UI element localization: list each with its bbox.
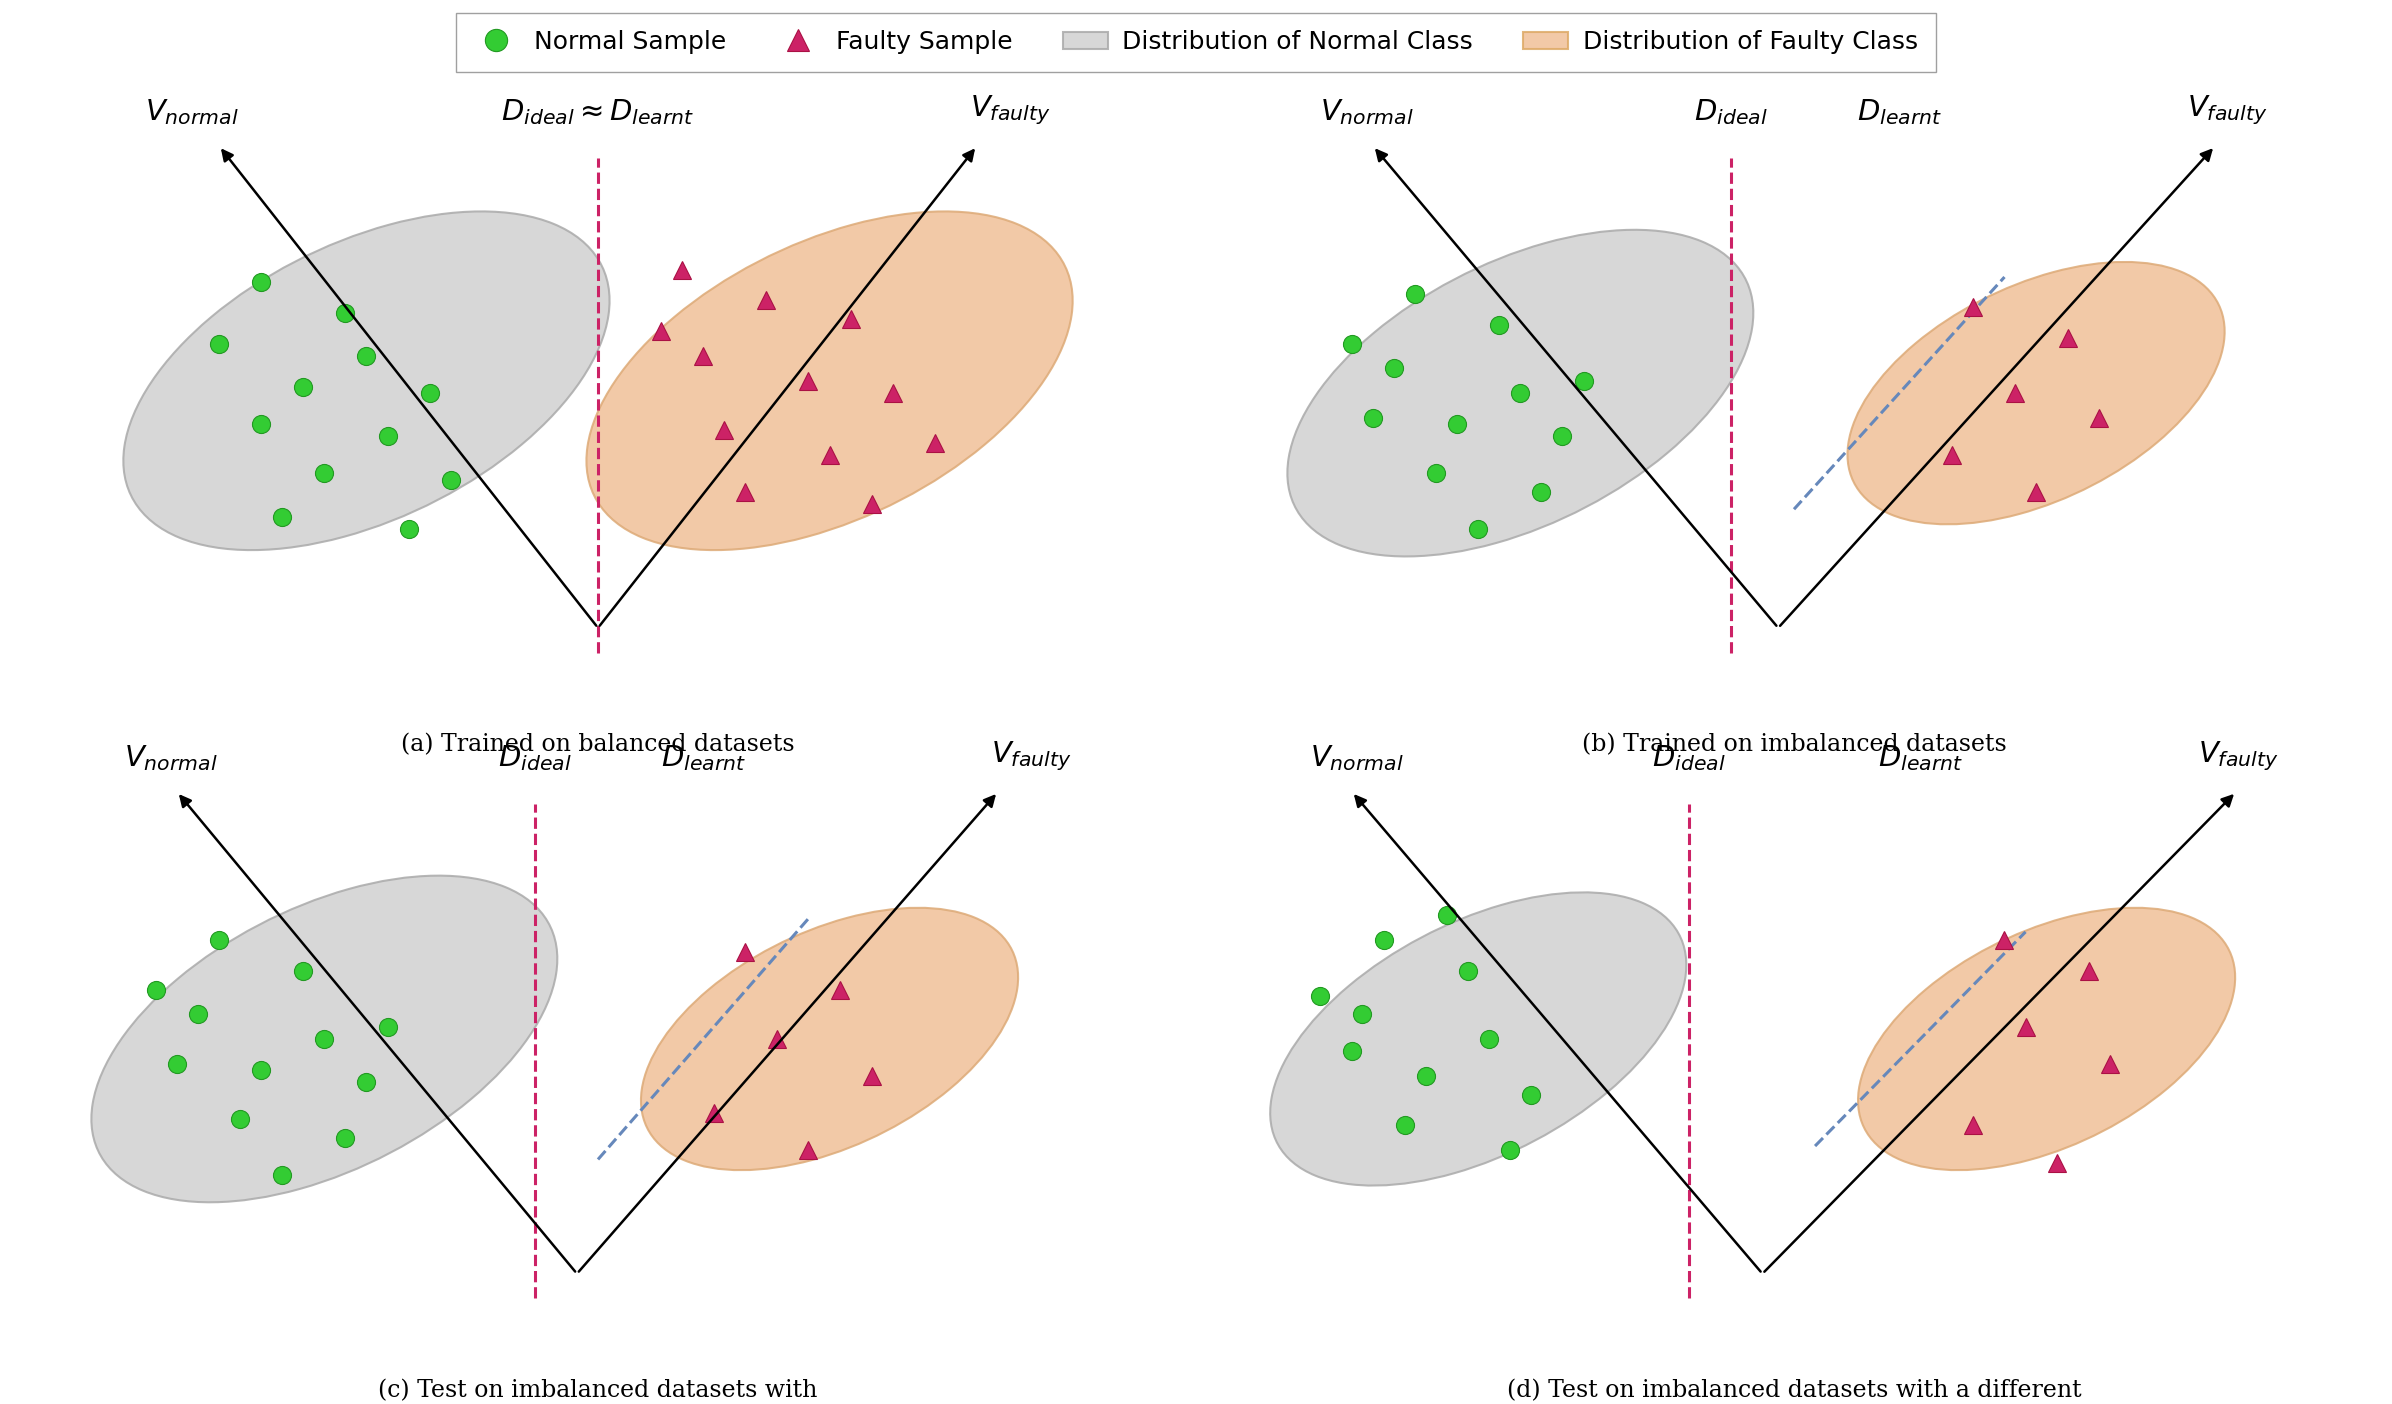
Ellipse shape [1847, 263, 2225, 524]
Text: $V_{normal}$: $V_{normal}$ [124, 744, 218, 774]
Ellipse shape [641, 908, 1019, 1170]
Text: $V_{faulty}$: $V_{faulty}$ [2186, 94, 2268, 128]
Text: $D_{ideal}$: $D_{ideal}$ [1653, 744, 1725, 774]
Legend: Normal Sample, Faulty Sample, Distribution of Normal Class, Distribution of Faul: Normal Sample, Faulty Sample, Distributi… [457, 13, 1935, 72]
Text: $V_{faulty}$: $V_{faulty}$ [990, 740, 1072, 774]
Text: $V_{faulty}$: $V_{faulty}$ [2198, 740, 2277, 774]
Text: (d) Test on imbalanced datasets with a different
distributions (using synthetic : (d) Test on imbalanced datasets with a d… [1450, 1379, 2138, 1404]
Ellipse shape [1287, 230, 1753, 556]
Text: $V_{faulty}$: $V_{faulty}$ [971, 94, 1050, 128]
Text: (b) Trained on imbalanced datasets: (b) Trained on imbalanced datasets [1581, 733, 2007, 755]
Ellipse shape [91, 876, 557, 1202]
Text: $D_{ideal}$: $D_{ideal}$ [1694, 98, 1768, 128]
Text: $D_{ideal}$: $D_{ideal}$ [498, 744, 572, 774]
Ellipse shape [1270, 893, 1686, 1185]
Text: $V_{normal}$: $V_{normal}$ [1311, 744, 1404, 774]
Ellipse shape [586, 212, 1072, 550]
Text: $V_{normal}$: $V_{normal}$ [1320, 98, 1414, 128]
Text: $D_{learnt}$: $D_{learnt}$ [660, 744, 746, 774]
Text: $D_{ideal} \approx D_{learnt}$: $D_{ideal} \approx D_{learnt}$ [502, 98, 694, 128]
Ellipse shape [1859, 908, 2234, 1170]
Text: (a) Trained on balanced datasets: (a) Trained on balanced datasets [402, 733, 794, 755]
Text: $D_{learnt}$: $D_{learnt}$ [1856, 98, 1942, 128]
Text: $V_{normal}$: $V_{normal}$ [146, 98, 239, 128]
Ellipse shape [124, 212, 610, 550]
Text: $D_{learnt}$: $D_{learnt}$ [1878, 744, 1964, 774]
Text: (c) Test on imbalanced datasets with
the similar distribution: (c) Test on imbalanced datasets with the… [378, 1379, 818, 1404]
